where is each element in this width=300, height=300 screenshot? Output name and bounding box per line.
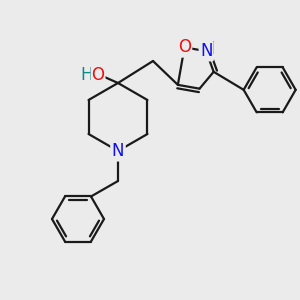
Text: O: O: [176, 36, 189, 54]
Text: O: O: [92, 66, 104, 84]
Text: N: N: [112, 142, 124, 160]
Text: N: N: [200, 42, 212, 60]
Text: O: O: [92, 66, 104, 84]
Text: H: H: [81, 66, 93, 84]
Text: N: N: [112, 142, 124, 160]
Text: N: N: [202, 40, 214, 58]
Text: H: H: [81, 66, 93, 84]
Text: O: O: [178, 38, 191, 56]
